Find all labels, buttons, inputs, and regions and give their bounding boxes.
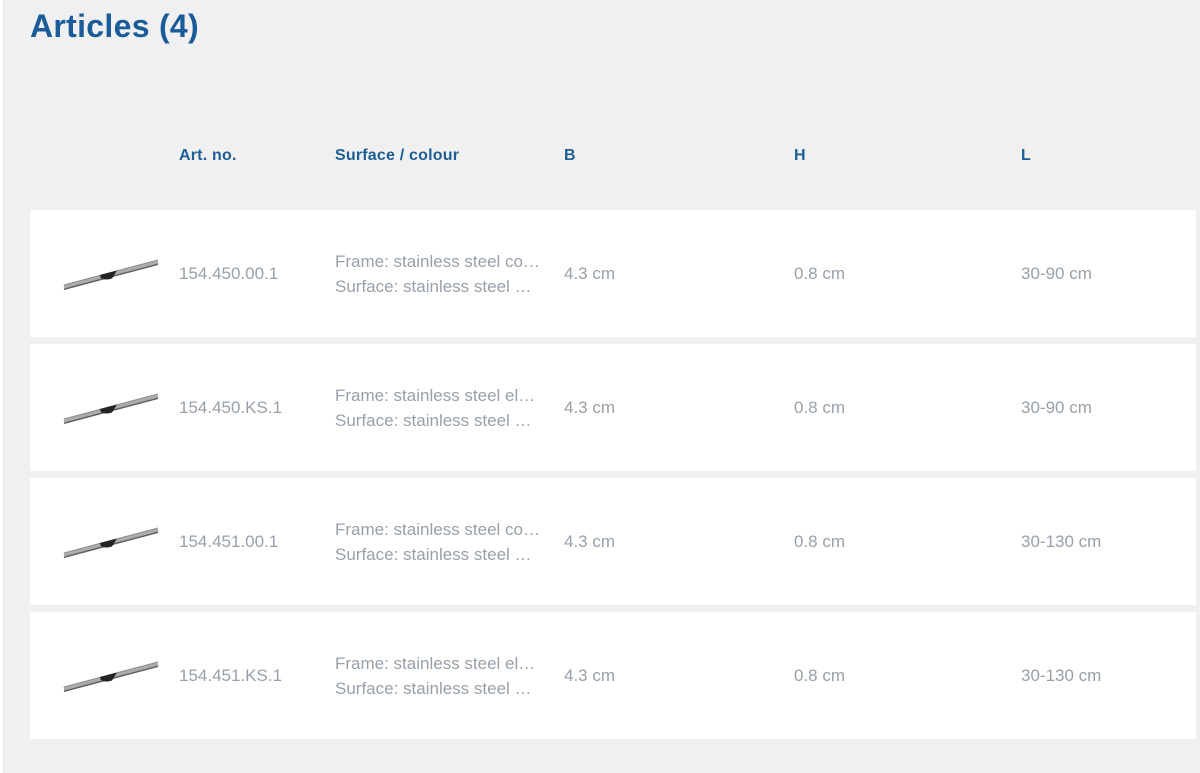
column-header-b: B	[564, 147, 576, 164]
length-value: 30-90 cm	[1021, 263, 1092, 283]
surface-colour-cell: Frame: stainless steel co… Surface: stai…	[335, 210, 563, 337]
article-row[interactable]: 154.450.00.1 Frame: stainless steel co… …	[30, 210, 1196, 337]
surface-surface-line: Surface: stainless steel …	[335, 410, 532, 430]
surface-colour-cell: Frame: stainless steel el… Surface: stai…	[335, 344, 563, 471]
surface-surface-line: Surface: stainless steel …	[335, 678, 532, 698]
surface-colour-cell: Frame: stainless steel co… Surface: stai…	[335, 478, 563, 605]
width-value: 4.3 cm	[564, 263, 616, 283]
diagonal-rail-product-icon	[63, 258, 159, 290]
height-value: 0.8 cm	[794, 397, 846, 417]
width-value: 4.3 cm	[564, 531, 616, 551]
product-thumbnail	[55, 344, 167, 471]
width-value: 4.3 cm	[564, 665, 616, 685]
page-left-edge	[0, 0, 4, 773]
surface-frame-line: Frame: stainless steel el…	[335, 653, 536, 673]
height-value: 0.8 cm	[794, 263, 846, 283]
article-row[interactable]: 154.451.00.1 Frame: stainless steel co… …	[30, 478, 1196, 605]
diagonal-rail-product-icon	[63, 660, 159, 692]
article-row[interactable]: 154.451.KS.1 Frame: stainless steel el… …	[30, 612, 1196, 739]
length-value: 30-130 cm	[1021, 531, 1102, 551]
height-value: 0.8 cm	[794, 665, 846, 685]
height-value: 0.8 cm	[794, 531, 846, 551]
table-header-row: Art. no. Surface / colour B H L	[0, 147, 1200, 167]
length-value: 30-130 cm	[1021, 665, 1102, 685]
product-thumbnail	[55, 210, 167, 337]
surface-surface-line: Surface: stainless steel …	[335, 276, 532, 296]
article-number: 154.451.KS.1	[179, 665, 283, 685]
column-header-art-no: Art. no.	[179, 147, 237, 164]
surface-surface-line: Surface: stainless steel …	[335, 544, 532, 564]
surface-frame-line: Frame: stainless steel co…	[335, 519, 541, 539]
articles-table-body: 154.450.00.1 Frame: stainless steel co… …	[30, 210, 1196, 746]
article-number: 154.450.00.1	[179, 263, 279, 283]
diagonal-rail-product-icon	[63, 526, 159, 558]
article-row[interactable]: 154.450.KS.1 Frame: stainless steel el… …	[30, 344, 1196, 471]
length-value: 30-90 cm	[1021, 397, 1092, 417]
surface-colour-cell: Frame: stainless steel el… Surface: stai…	[335, 612, 563, 739]
article-number: 154.450.KS.1	[179, 397, 283, 417]
product-thumbnail	[55, 478, 167, 605]
page-title: Articles (4)	[30, 8, 199, 44]
surface-frame-line: Frame: stainless steel co…	[335, 251, 541, 271]
column-header-surface-colour: Surface / colour	[335, 147, 460, 164]
product-thumbnail	[55, 612, 167, 739]
column-header-h: H	[794, 147, 806, 164]
diagonal-rail-product-icon	[63, 392, 159, 424]
width-value: 4.3 cm	[564, 397, 616, 417]
column-header-l: L	[1021, 147, 1031, 164]
surface-frame-line: Frame: stainless steel el…	[335, 385, 536, 405]
article-number: 154.451.00.1	[179, 531, 279, 551]
